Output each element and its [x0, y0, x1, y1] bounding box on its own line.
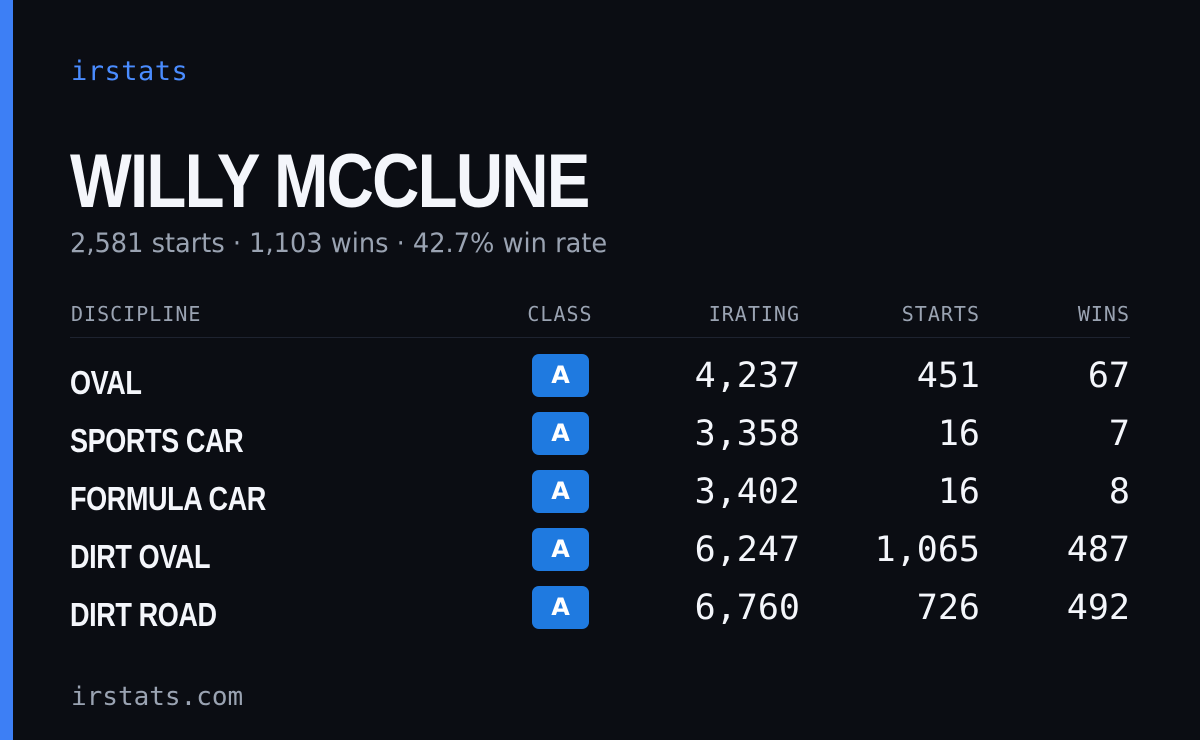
- starts-value: 16: [937, 472, 980, 512]
- class-badge: A: [532, 528, 589, 571]
- discipline-label: OVAL: [70, 364, 142, 401]
- brand-logo-text: irstats: [71, 56, 189, 87]
- header-starts: STARTS: [901, 302, 980, 326]
- irating-value: 3,402: [694, 472, 800, 512]
- class-badge: A: [532, 470, 589, 513]
- table-row: OVAL A 4,237 451 67: [0, 354, 1200, 412]
- discipline-label: FORMULA CAR: [70, 480, 266, 517]
- starts-value: 726: [916, 588, 980, 628]
- header-class: CLASS: [527, 302, 593, 326]
- wins-value: 487: [1066, 530, 1130, 570]
- class-badge: A: [532, 354, 589, 397]
- footer-url: irstats.com: [71, 682, 244, 712]
- discipline-label: SPORTS CAR: [70, 422, 244, 459]
- driver-name: WILLY MCCLUNE: [70, 139, 590, 224]
- table-row: DIRT OVAL A 6,247 1,065 487: [0, 528, 1200, 586]
- table-row: FORMULA CAR A 3,402 16 8: [0, 470, 1200, 528]
- irating-value: 6,247: [694, 530, 800, 570]
- irating-value: 6,760: [694, 588, 800, 628]
- wins-value: 8: [1108, 472, 1130, 512]
- discipline-label: DIRT OVAL: [70, 538, 211, 575]
- wins-value: 7: [1108, 414, 1130, 454]
- header-irating: IRATING: [708, 302, 800, 326]
- irating-value: 3,358: [694, 414, 800, 454]
- header-wins: WINS: [1077, 302, 1130, 326]
- header-discipline: DISCIPLINE: [71, 302, 202, 326]
- class-badge: A: [532, 412, 589, 455]
- starts-value: 16: [937, 414, 980, 454]
- starts-value: 451: [916, 356, 980, 396]
- header-divider: [70, 337, 1130, 338]
- wins-value: 67: [1087, 356, 1130, 396]
- starts-value: 1,065: [874, 530, 980, 570]
- irating-value: 4,237: [694, 356, 800, 396]
- table-row: DIRT ROAD A 6,760 726 492: [0, 586, 1200, 644]
- wins-value: 492: [1066, 588, 1130, 628]
- discipline-label: DIRT ROAD: [70, 596, 217, 633]
- accent-bar: [0, 0, 13, 740]
- class-badge: A: [532, 586, 589, 629]
- table-row: SPORTS CAR A 3,358 16 7: [0, 412, 1200, 470]
- driver-summary: 2,581 starts · 1,103 wins · 42.7% win ra…: [70, 228, 608, 259]
